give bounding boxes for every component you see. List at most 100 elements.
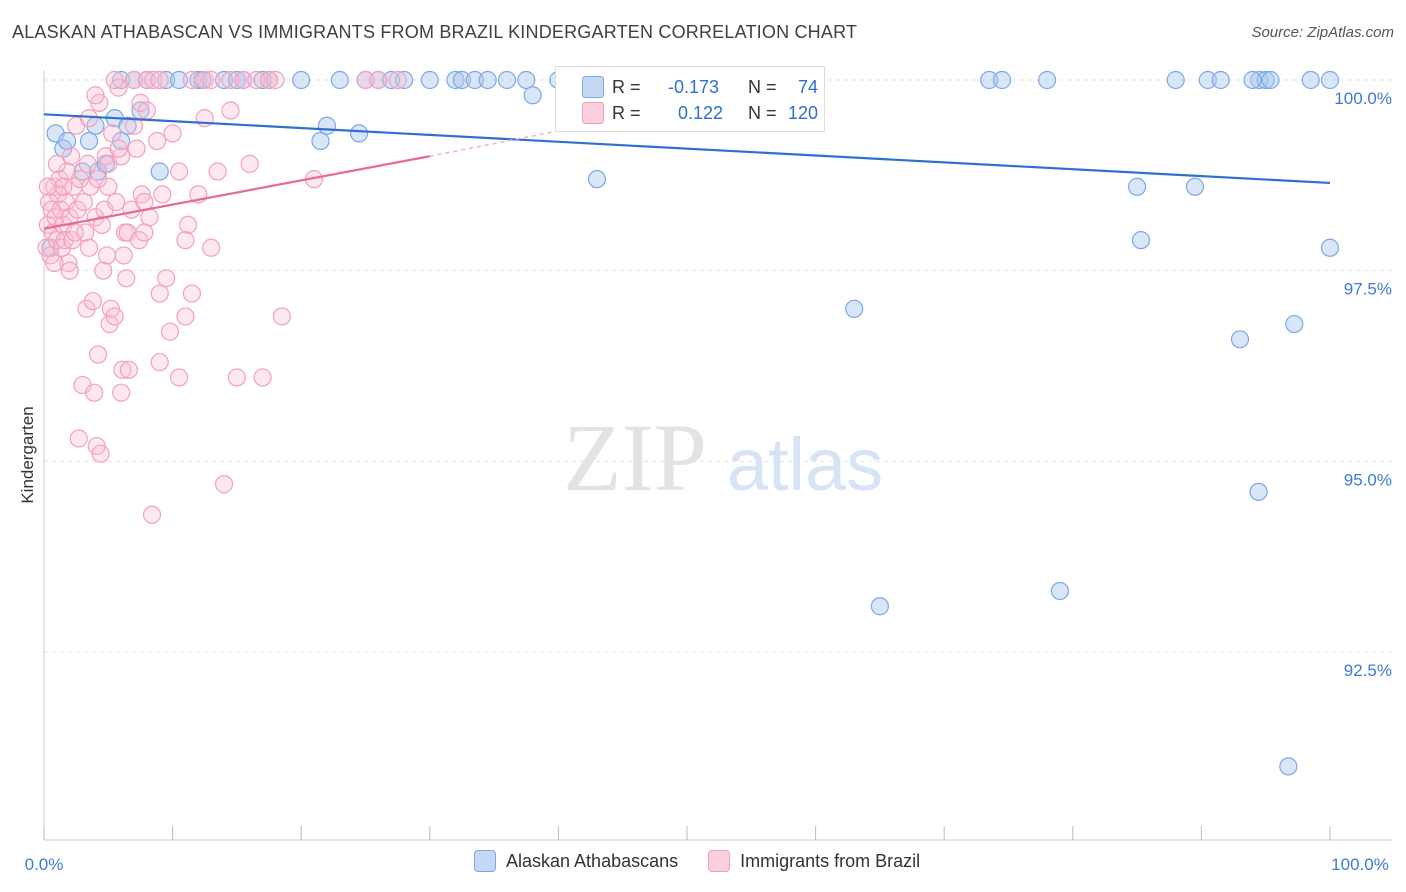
chart-title: ALASKAN ATHABASCAN VS IMMIGRANTS FROM BR… [12,22,858,42]
brazil-point [88,345,108,364]
athabascan-point [1166,70,1185,90]
athabascan-point [446,70,465,90]
athabascan-point [1256,70,1275,90]
athabascan-point [1050,581,1070,601]
athabascan-point [189,70,208,90]
brazil-point [137,70,156,90]
athabascan-point [1301,70,1320,90]
athabascan-point [1127,177,1147,196]
brazil-point [113,360,132,379]
brazil-point [55,231,74,250]
brazil-point [112,383,131,402]
n-value: 74 [798,76,819,97]
brazil-point [142,505,162,524]
athabascan-point [169,70,189,90]
brazil-point [117,269,136,288]
brazil-point [160,322,180,341]
athabascan-point [88,162,108,181]
brazil-point [88,170,108,189]
brazil-point [148,131,167,151]
brazil-point [234,70,253,90]
brazil-point [83,292,102,311]
athabascan-point [517,70,536,90]
brazil-point [182,70,201,90]
brazil-point [54,177,73,196]
brazil-point [92,215,111,235]
n-label: N = [748,102,777,123]
r-value: 0.122 [678,102,724,123]
brazil-point [109,139,128,158]
x-tick-label-max: 100.0% [1331,855,1389,874]
athabascan-point [420,70,439,90]
athabascan-point [227,70,246,90]
r-label: R = [612,76,641,97]
brazil-point [150,70,169,90]
r-label: R = [612,102,641,123]
athabascan-point [214,70,234,90]
brazil-point [178,215,198,235]
athabascan-point [497,70,517,90]
legend-label-brazil: Immigrants from Brazil [740,850,921,871]
athabascan-point [1261,70,1280,90]
brazil-point [131,93,150,112]
athabascan-point [118,116,137,135]
brazil-point [227,368,246,387]
legend-item-brazil[interactable]: Immigrants from Brazil [708,850,920,872]
athabascan-point [311,131,330,151]
watermark: ZIP atlas [563,404,883,511]
brazil-point [124,70,144,90]
legend-swatch-athabascan [474,850,496,872]
brazil-point [119,360,138,379]
gridlines [44,79,1392,653]
x-tick-label-min: 0.0% [25,855,64,874]
athabascan-point [870,597,890,616]
brazil-point [137,101,156,120]
brazil-point [81,177,100,196]
brazil-point [221,101,240,120]
tick-labels: 92.5% 95.0% 97.5% 100.0% 0.0% 100.0% [25,89,1392,874]
athabascan-swatch [582,76,604,98]
r-value: -0.173 [668,76,720,97]
brazil-point [135,223,154,242]
athabascan-point [330,70,349,90]
brazil-point [94,261,113,280]
athabascan-point [1037,70,1057,90]
brazil-point [266,70,285,90]
brazil-point [69,429,88,448]
brazil-point [208,162,227,181]
athabascan-point [1279,757,1298,776]
athabascan-point [349,124,369,143]
athabascan-point [1320,238,1340,257]
athabascan-point [465,70,484,90]
brazil-point [106,192,126,212]
y-tick-label: 97.5% [1344,280,1392,299]
axes [43,70,1392,841]
y-tick-label: 100.0% [1334,89,1392,108]
brazil-point [79,238,99,257]
athabascan-point [452,70,472,90]
brazil-point [68,200,87,219]
brazil-point [150,284,169,303]
athabascan-point [478,70,497,90]
brazil-point [78,154,97,173]
brazil-point [176,307,195,326]
brazil-point [369,70,388,90]
brazil-point [91,444,110,463]
athabascan-point [253,70,272,90]
brazil-point [61,147,81,166]
brazil-point [163,124,182,143]
brazil-point [114,246,133,265]
brazil-point [157,269,176,288]
athabascan-point [980,70,999,90]
athabascan-point [1285,314,1304,334]
athabascan-point [523,86,542,105]
brazil-point [150,353,169,372]
legend-item-athabascan[interactable]: Alaskan Athabascans [474,850,678,872]
brazil-point [38,177,57,196]
brazil-point [99,177,118,196]
athabascan-point [292,70,311,90]
athabascan-point [1131,231,1151,250]
y-tick-label: 95.0% [1344,470,1392,489]
brazil-point [103,124,122,143]
